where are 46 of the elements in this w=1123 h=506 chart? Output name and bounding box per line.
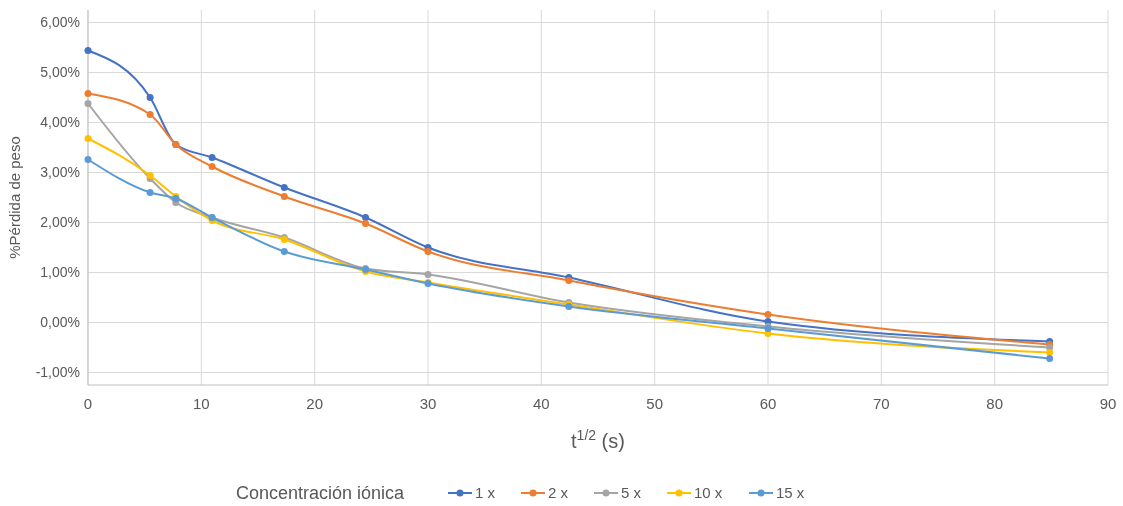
- x-axis-title: t$^{1/2}$ (s): [571, 427, 625, 452]
- legend-title: Concentración iónica: [236, 483, 406, 503]
- point: [146, 189, 154, 196]
- point: [280, 193, 288, 200]
- point: [1046, 355, 1054, 362]
- x-tick-label: 60: [759, 395, 777, 412]
- point: [280, 248, 288, 255]
- y-tick-label: 4,00%: [40, 114, 80, 131]
- point: [146, 94, 154, 101]
- point: [280, 184, 288, 191]
- point: [1046, 349, 1054, 356]
- x-tick-label: 70: [872, 395, 890, 412]
- point: [208, 154, 216, 161]
- point: [208, 163, 216, 170]
- point: [84, 90, 92, 97]
- x-tick-label: 10: [192, 395, 210, 412]
- point: [424, 271, 432, 278]
- x-tick-label: 0: [83, 395, 93, 412]
- point: [84, 100, 92, 107]
- x-tick-label: 40: [532, 395, 550, 412]
- x-tick-label: 30: [419, 395, 437, 412]
- point: [764, 311, 772, 318]
- point: [146, 111, 154, 118]
- y-tick-label: 6,00%: [40, 14, 80, 31]
- x-tick-label: 80: [986, 395, 1004, 412]
- legend-label: 5 x: [621, 484, 642, 501]
- legend-label: 15 x: [776, 484, 805, 501]
- point: [362, 220, 370, 227]
- y-tick-label: 0,00%: [40, 314, 80, 331]
- y-tick-label: 1,00%: [40, 264, 80, 281]
- point: [424, 248, 432, 255]
- y-axis-title: %Pérdida de peso: [6, 136, 23, 259]
- x-tick-label: 20: [306, 395, 324, 412]
- point: [362, 214, 370, 221]
- x-tick-label: 90: [1099, 395, 1117, 412]
- y-tick-label: 3,00%: [40, 164, 80, 181]
- y-tick-label: 5,00%: [40, 64, 80, 81]
- legend-label: 2 x: [548, 484, 569, 501]
- point: [84, 135, 92, 142]
- legend-label: 10 x: [694, 484, 723, 501]
- y-tick-label: 2,00%: [40, 214, 80, 231]
- point: [84, 47, 92, 54]
- x-tick-label: 50: [646, 395, 664, 412]
- y-tick-label: -1,00%: [35, 364, 80, 381]
- legend-label: 1 x: [475, 484, 496, 501]
- point: [84, 156, 92, 163]
